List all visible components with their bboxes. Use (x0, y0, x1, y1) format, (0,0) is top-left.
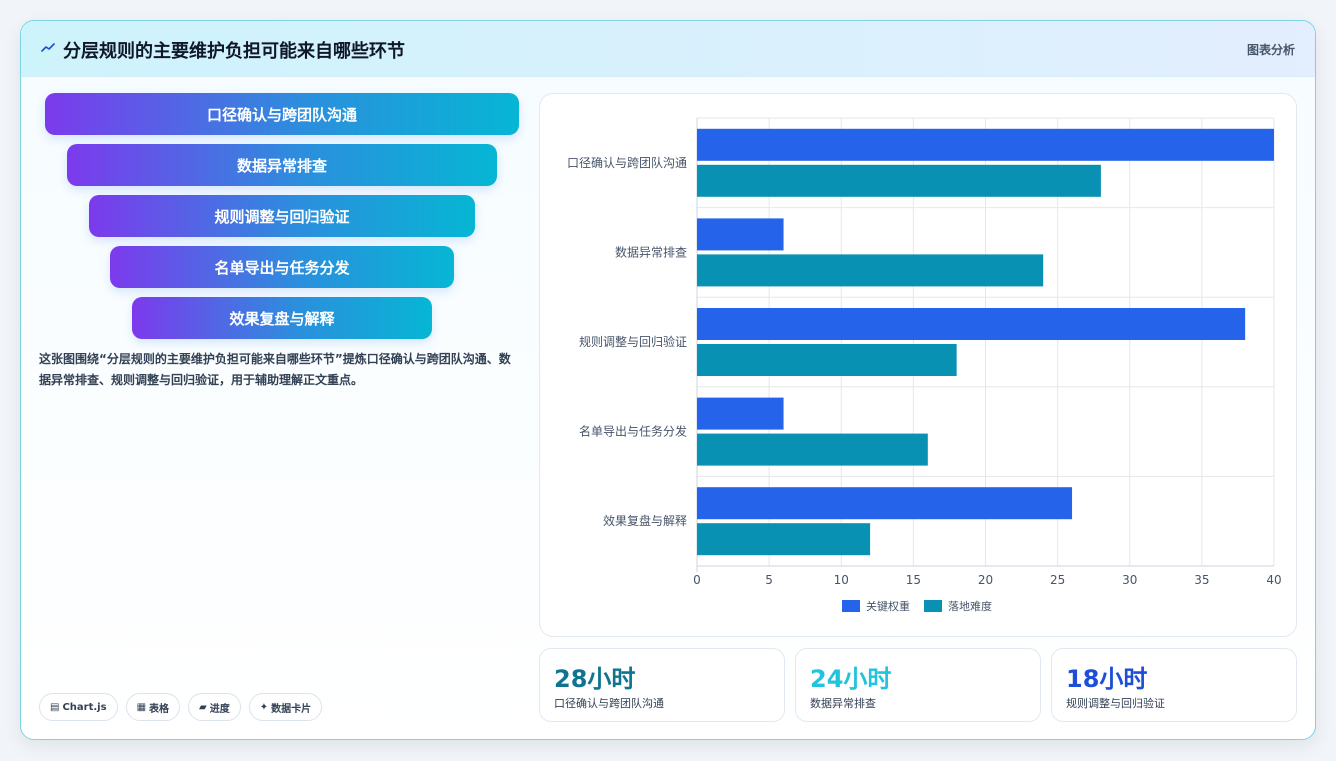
chart-icon: ▤ (50, 701, 60, 713)
page-title: 分层规则的主要维护负担可能来自哪些环节 (63, 41, 405, 62)
tag-label: 进度 (209, 703, 230, 715)
x-tick-label: 5 (765, 573, 773, 587)
legend-label-1: 关键权重 (866, 599, 910, 613)
x-tick-label: 25 (1050, 573, 1065, 587)
tag-label: Chart.js (62, 701, 107, 713)
stat-label: 口径确认与跨团队沟通 (554, 697, 664, 710)
tag-table[interactable]: ▦ 表格 (125, 693, 181, 721)
category-label: 效果复盘与解释 (603, 513, 687, 528)
category-label: 名单导出与任务分发 (579, 424, 687, 439)
bar-1-1 (697, 128, 1274, 161)
funnel-item-2: 数据异常排查 (67, 144, 497, 186)
tag-progress[interactable]: ▰ 进度 (188, 693, 241, 721)
bar-2-4 (697, 433, 928, 466)
bar-2-1 (697, 164, 1101, 197)
stat-value: 28小时 (554, 665, 636, 693)
legend-label-2: 落地难度 (948, 599, 992, 613)
bar-2-5 (697, 523, 871, 556)
bar-1-4 (697, 397, 784, 430)
legend-swatch-2 (924, 600, 942, 612)
tag-list: ▤ Chart.js ▦ 表格 ▰ 进度 ✦ 数据卡片 (39, 693, 323, 721)
stat-card-1: 28小时 口径确认与跨团队沟通 (539, 648, 785, 722)
table-icon: ▦ (136, 701, 147, 713)
bar-1-5 (697, 487, 1073, 520)
bar-chart: 口径确认与跨团队沟通数据异常排查规则调整与回归验证名单导出与任务分发效果复盘与解… (567, 117, 1282, 613)
x-tick-label: 10 (834, 573, 849, 587)
tag-chartjs[interactable]: ▤ Chart.js (39, 693, 118, 721)
stat-value: 18小时 (1066, 665, 1148, 693)
stat-label: 数据异常排查 (810, 697, 876, 710)
chart-description: 这张图围绕“分层规则的主要维护负担可能来自哪些环节”提炼口径确认与跨团队沟通、数… (39, 352, 511, 387)
category-label: 规则调整与回归验证 (579, 334, 687, 349)
funnel-item-1: 口径确认与跨团队沟通 (45, 93, 519, 135)
main-card: 分层规则的主要维护负担可能来自哪些环节 图表分析 口径确认与跨团队沟通 数据异常… (20, 20, 1316, 740)
legend-swatch-1 (842, 600, 860, 612)
bar-1-2 (697, 218, 784, 251)
x-tick-label: 15 (906, 573, 921, 587)
progress-icon: ▰ (199, 701, 207, 713)
x-tick-label: 0 (693, 573, 701, 587)
stat-value: 24小时 (810, 665, 892, 693)
funnel-item-5: 效果复盘与解释 (132, 297, 432, 339)
tag-label: 表格 (149, 703, 170, 715)
bar-2-3 (697, 344, 957, 376)
x-tick-label: 35 (1194, 573, 1209, 587)
header-section-label: 图表分析 (1246, 43, 1295, 57)
funnel-item-3: 规则调整与回归验证 (89, 195, 475, 237)
stat-card-3: 18小时 规则调整与回归验证 (1051, 648, 1297, 722)
tag-label: 数据卡片 (271, 703, 312, 715)
category-label: 口径确认与跨团队沟通 (567, 155, 687, 170)
category-label: 数据异常排查 (615, 244, 687, 259)
bar-2-2 (697, 254, 1044, 287)
x-tick-label: 30 (1122, 573, 1137, 587)
stat-card-2: 24小时 数据异常排查 (795, 648, 1041, 722)
x-tick-label: 40 (1266, 573, 1281, 587)
x-tick-label: 20 (978, 573, 993, 587)
chart-panel: 口径确认与跨团队沟通数据异常排查规则调整与回归验证 名单导出与任务分发效果复盘与解… (539, 93, 1297, 637)
header: 分层规则的主要维护负担可能来自哪些环节 图表分析 (21, 21, 1315, 77)
bar-1-3 (697, 308, 1246, 340)
tag-data-card[interactable]: ✦ 数据卡片 (248, 693, 323, 721)
sparkle-icon: ✦ (259, 701, 269, 713)
funnel-item-4: 名单导出与任务分发 (110, 246, 454, 288)
stat-label: 规则调整与回归验证 (1066, 697, 1165, 710)
sparkline-icon (41, 43, 55, 52)
